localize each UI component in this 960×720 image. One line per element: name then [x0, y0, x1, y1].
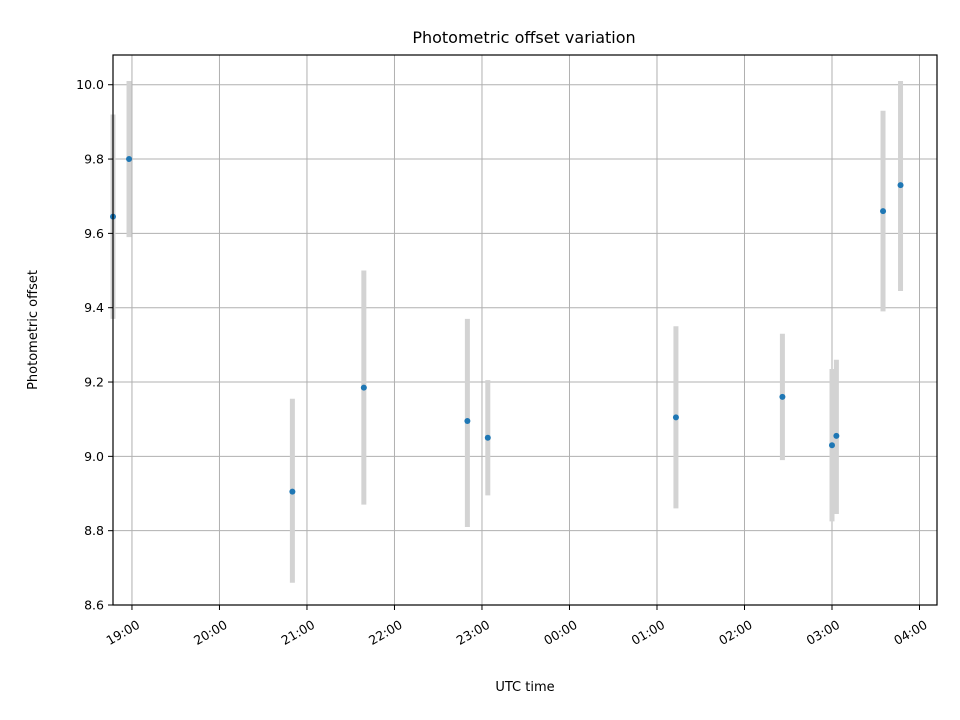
data-point [289, 488, 296, 495]
data-point [833, 432, 840, 439]
x-tick-label: 19:00 [104, 617, 143, 648]
y-tick-label: 9.4 [84, 300, 104, 315]
x-tick-label: 03:00 [804, 617, 843, 648]
y-tick-label: 9.0 [84, 449, 104, 464]
y-tick-label: 9.2 [84, 375, 104, 390]
data-point [360, 384, 367, 391]
y-tick-label: 8.6 [84, 598, 104, 613]
x-tick-label: 02:00 [716, 617, 755, 648]
data-point [779, 393, 786, 400]
axis-ticks: 19:00 20:00 21:00 22:00 23:00 00:00 01:00 02:00… [76, 77, 930, 648]
y-tick-label: 8.8 [84, 523, 104, 538]
data-point [897, 182, 904, 189]
x-tick-label: 04:00 [891, 617, 930, 648]
x-tick-label: 01:00 [629, 617, 668, 648]
chart-title: Photometric offset variation [412, 28, 635, 47]
data-point [880, 208, 887, 215]
x-tick-label: 23:00 [454, 617, 493, 648]
data-point [672, 414, 679, 421]
data-point [828, 442, 835, 449]
x-tick-label: 22:00 [366, 617, 405, 648]
x-axis-label: UTC time [495, 680, 554, 695]
plot-frame [112, 54, 938, 606]
error-bars [110, 81, 904, 583]
y-tick-label: 9.6 [84, 226, 104, 241]
x-tick-label: 20:00 [191, 617, 230, 648]
data-point [464, 418, 471, 425]
grid [113, 55, 937, 606]
y-tick-label: 10.0 [76, 77, 104, 92]
x-tick-label: 21:00 [279, 617, 318, 648]
data-point [126, 156, 133, 163]
y-tick-label: 9.8 [84, 152, 104, 167]
y-axis-label: Photometric offset [26, 270, 41, 390]
x-tick-label: 00:00 [541, 617, 580, 648]
data-point [484, 434, 491, 441]
